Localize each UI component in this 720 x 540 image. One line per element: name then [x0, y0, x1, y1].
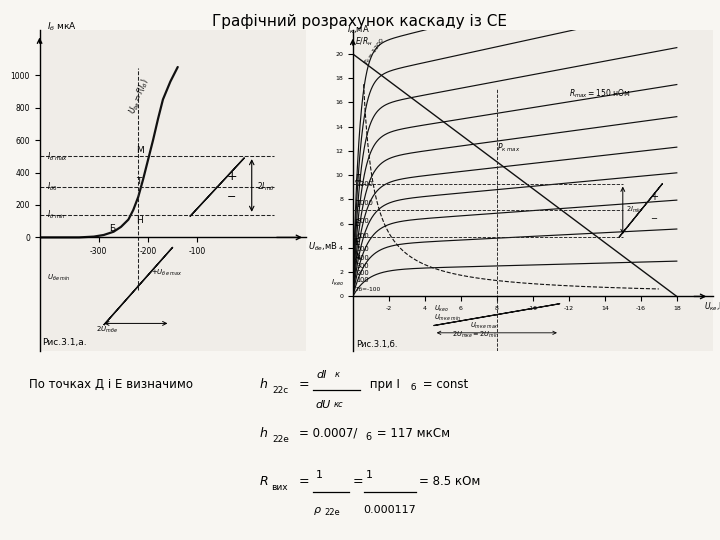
Text: 1: 1 [315, 470, 323, 480]
Text: Рис.3.1,б.: Рис.3.1,б. [356, 340, 398, 349]
Text: $E/R_н$: $E/R_н$ [355, 36, 372, 48]
Text: 400: 400 [356, 255, 369, 261]
Text: h: h [259, 427, 267, 440]
Text: $R_{max}=150$ нОм: $R_{max}=150$ нОм [569, 87, 631, 100]
Text: Т: Т [136, 177, 142, 186]
Text: 1: 1 [366, 470, 373, 480]
Text: 0.000117: 0.000117 [364, 505, 416, 515]
Text: dU: dU [315, 400, 330, 410]
Text: = 8.5 кОм: = 8.5 кОм [419, 475, 480, 488]
Text: $I_{б\ min}$: $I_{б\ min}$ [47, 208, 66, 221]
Text: $+U_{бе\ max}$: $+U_{бе\ max}$ [150, 268, 182, 278]
Text: $2U_{mбе}$: $2U_{mбе}$ [96, 325, 119, 335]
Text: 22c: 22c [272, 386, 289, 395]
Text: кс: кс [333, 400, 343, 409]
Text: 22e: 22e [324, 508, 340, 517]
Text: 600: 600 [356, 233, 369, 239]
Text: +: + [227, 171, 238, 184]
Text: $2I_{mk}$: $2I_{mk}$ [626, 205, 642, 215]
Text: $U_{кео}$: $U_{кео}$ [433, 304, 449, 314]
Text: $I_к$,мА: $I_к$,мА [348, 23, 370, 36]
Text: $I_{б\ max}$: $I_{б\ max}$ [47, 150, 68, 163]
Text: По точках Д і Е визначимо: По точках Д і Е визначимо [29, 378, 193, 391]
Text: $2I_{mб}$: $2I_{mб}$ [256, 181, 274, 193]
Text: 6: 6 [366, 432, 372, 442]
Text: = 117 мкСм: = 117 мкСм [373, 427, 450, 440]
Text: $U_{ке}$,В: $U_{ке}$,В [703, 300, 720, 313]
Text: =: = [299, 378, 310, 391]
Text: 100: 100 [356, 277, 369, 283]
Text: $U_{mке\ min}$: $U_{mке\ min}$ [433, 313, 461, 323]
Text: Б: Б [355, 219, 360, 228]
Text: $2U_{mке}=2U_{mk}$: $2U_{mке}=2U_{mk}$ [452, 329, 498, 340]
Text: $P_{к\ max}$: $P_{к\ max}$ [497, 142, 520, 154]
Text: −: − [649, 214, 657, 223]
Text: = const: = const [419, 378, 468, 391]
Text: вих: вих [271, 483, 287, 492]
Text: $U_{be}=f(I_б)$: $U_{be}=f(I_б)$ [127, 76, 152, 116]
Text: Графічний розрахунок каскаду із СЕ: Графічний розрахунок каскаду із СЕ [212, 14, 508, 29]
Text: Н: Н [136, 217, 143, 225]
Text: $I_{б0}$: $I_{б0}$ [47, 181, 58, 193]
Text: б: б [410, 383, 416, 393]
Text: = 0.0007/: = 0.0007/ [299, 427, 357, 440]
Text: Т: Т [355, 200, 359, 209]
Text: 22e: 22e [272, 435, 289, 444]
Text: 800: 800 [356, 218, 369, 224]
Text: $U_{бе\ min}$: $U_{бе\ min}$ [47, 273, 71, 283]
Text: $I_{кео}$: $I_{кео}$ [331, 278, 344, 287]
Text: $U_{mке\ max}$: $U_{mке\ max}$ [469, 321, 498, 331]
Text: $I_б$ мкА: $I_б$ мкА [47, 21, 77, 33]
Text: =: = [299, 475, 310, 488]
Text: dI: dI [317, 370, 327, 380]
Text: h: h [259, 378, 267, 391]
Text: Д: Д [355, 173, 361, 183]
Text: $T_б=1200$: $T_б=1200$ [362, 36, 387, 66]
Text: +: + [649, 192, 658, 201]
Text: А: А [355, 253, 360, 262]
Text: при I: при I [366, 378, 400, 391]
Text: к: к [335, 370, 340, 379]
Text: ρ: ρ [314, 505, 321, 515]
Text: $U_{бе}$,мВ: $U_{бе}$,мВ [308, 241, 338, 253]
Text: 200: 200 [356, 271, 369, 276]
Text: R: R [259, 475, 268, 488]
Text: Рис.3.1,а.: Рис.3.1,а. [42, 338, 86, 347]
Text: −: − [228, 192, 237, 202]
Text: Е: Е [355, 238, 360, 247]
Text: =: = [353, 475, 364, 488]
Text: 1000: 1000 [356, 200, 373, 206]
Text: 300: 300 [356, 263, 369, 269]
Text: Tб=-100: Tб=-100 [356, 287, 381, 292]
Text: Б: Б [109, 225, 114, 233]
Text: 500: 500 [356, 246, 369, 252]
Text: 1200: 1200 [356, 181, 373, 187]
Text: М: М [136, 146, 144, 154]
